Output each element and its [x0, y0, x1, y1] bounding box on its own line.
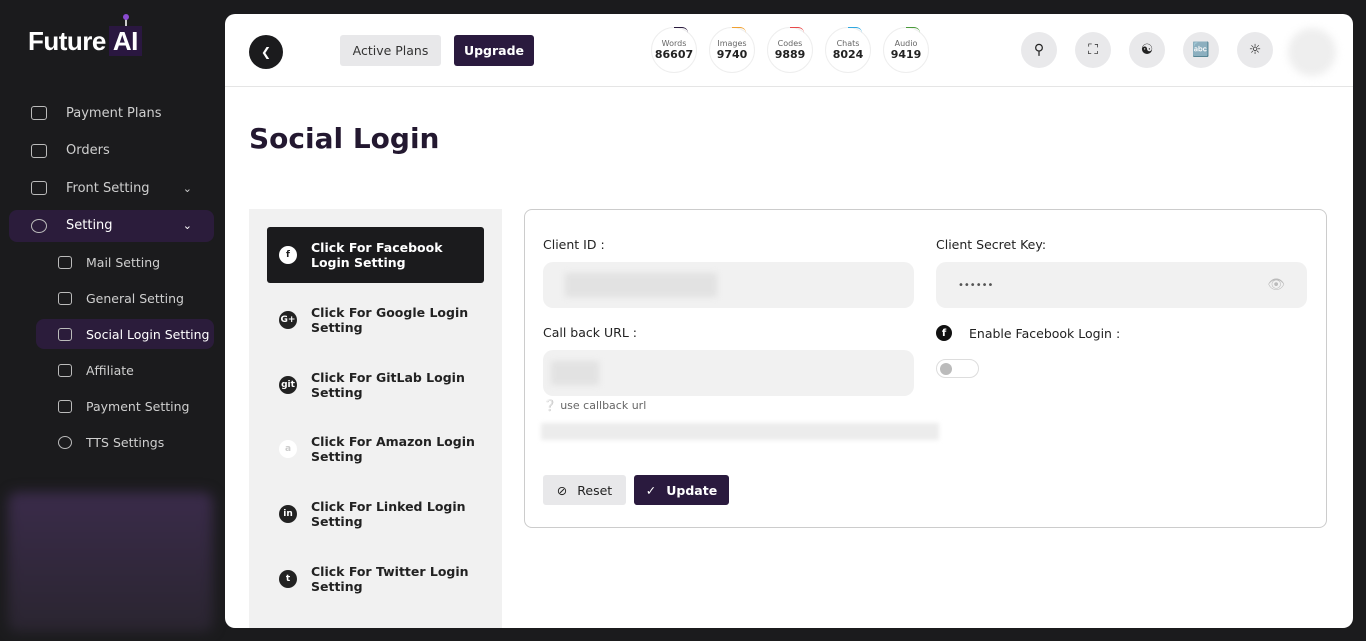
- check-circle-icon: ✓: [645, 482, 657, 498]
- git-icon: git: [279, 376, 297, 394]
- sidebar-item-mail-setting[interactable]: Mail Setting: [9, 247, 214, 277]
- sidebar-item-affiliate[interactable]: Affiliate: [9, 355, 214, 385]
- sidebar-nav: Payment Plans Orders Front Setting ⌄ Sett…: [9, 97, 214, 463]
- blurred-user-card: [8, 492, 213, 632]
- sidebar-item-setting[interactable]: Setting ⌄: [9, 209, 214, 242]
- translate-icon[interactable]: 🔤: [1183, 32, 1219, 68]
- logo[interactable]: Future AI: [28, 26, 142, 57]
- update-button[interactable]: ✓ Update: [634, 475, 729, 505]
- sidebar: Future AI Payment Plans Orders Front Sett…: [0, 0, 225, 641]
- usage-stats: Words 86607 Images 9740 Codes 9889 Chats 802…: [651, 27, 929, 73]
- twitter-icon: t: [279, 570, 297, 588]
- gears-icon: [31, 181, 47, 195]
- sidebar-item-front-setting[interactable]: Front Setting ⌄: [9, 172, 214, 204]
- provider-list: f Click For Facebook Login Setting G+ Clic…: [249, 209, 502, 628]
- client-secret-label: Client Secret Key:: [936, 237, 1047, 252]
- calendar-icon: [31, 106, 47, 120]
- facebook-settings-form: Client ID : Client Secret Key: •••••• 👁 C…: [524, 209, 1327, 528]
- orders-icon: [31, 143, 47, 158]
- option-linkedin[interactable]: in Click For Linked Login Setting: [267, 486, 484, 542]
- option-gitlab[interactable]: git Click For GitLab Login Setting: [267, 357, 484, 413]
- upgrade-button[interactable]: Upgrade: [454, 35, 534, 66]
- sidebar-item-orders[interactable]: Orders: [9, 135, 214, 167]
- ban-icon: ⊘: [556, 482, 568, 498]
- eye-icon[interactable]: 👁: [1267, 277, 1285, 293]
- collapse-sidebar-button[interactable]: ❮: [249, 35, 283, 69]
- sun-icon[interactable]: ☼: [1237, 32, 1273, 68]
- mail-icon: [58, 255, 72, 269]
- sidebar-item-general-setting[interactable]: General Setting: [9, 283, 214, 313]
- network-icon: [58, 363, 72, 377]
- sidebar-item-tts-settings[interactable]: TTS Settings: [9, 427, 214, 457]
- enable-facebook-toggle[interactable]: [936, 359, 979, 378]
- fullscreen-icon[interactable]: ⛶: [1075, 32, 1111, 68]
- sidebar-item-payment-setting[interactable]: Payment Setting: [9, 391, 214, 421]
- stat-codes: Codes 9889: [767, 27, 813, 73]
- document-icon: [58, 327, 72, 341]
- chevron-down-icon: ⌄: [182, 219, 192, 232]
- stat-images: Images 9740: [709, 27, 755, 73]
- amazon-icon: a: [279, 440, 297, 458]
- facebook-icon: f: [279, 246, 297, 264]
- main-panel: ❮ Active Plans Upgrade Words 86607 Images…: [225, 14, 1353, 628]
- question-icon: ❔: [543, 399, 557, 412]
- sidebar-item-social-login-setting[interactable]: Social Login Setting: [36, 319, 214, 349]
- option-facebook[interactable]: f Click For Facebook Login Setting: [267, 227, 484, 283]
- client-secret-input[interactable]: •••••• 👁: [936, 262, 1307, 308]
- topbar: ❮ Active Plans Upgrade Words 86607 Images…: [225, 14, 1353, 87]
- reset-button[interactable]: ⊘ Reset: [543, 475, 626, 505]
- page-title: Social Login: [249, 122, 440, 155]
- option-amazon[interactable]: a Click For Amazon Login Setting: [267, 421, 484, 477]
- gear-icon: [31, 218, 47, 233]
- user-gear-icon: [58, 291, 72, 305]
- currency-icon[interactable]: ☯: [1129, 32, 1165, 68]
- stat-words: Words 86607: [651, 27, 697, 73]
- client-id-input[interactable]: [543, 262, 914, 308]
- linkedin-icon: in: [279, 505, 297, 523]
- avatar[interactable]: [1288, 28, 1336, 76]
- google-plus-icon: G+: [279, 311, 297, 329]
- active-plans-button[interactable]: Active Plans: [340, 35, 441, 66]
- option-twitter[interactable]: t Click For Twitter Login Setting: [267, 551, 484, 607]
- globe-icon: [58, 435, 72, 449]
- option-google[interactable]: G+ Click For Google Login Setting: [279, 305, 469, 335]
- enable-facebook-label: f Enable Facebook Login :: [936, 325, 1120, 341]
- stat-chats: Chats 8024: [825, 27, 871, 73]
- callback-help: ❔ use callback url: [543, 399, 647, 412]
- callback-url-input[interactable]: [543, 350, 914, 396]
- search-icon[interactable]: ⚲: [1021, 32, 1057, 68]
- topbar-icons: ⚲ ⛶ ☯ 🔤 ☼: [1021, 32, 1273, 68]
- blurred-callback-url: [541, 423, 939, 440]
- facebook-icon: f: [936, 325, 952, 341]
- sidebar-item-payment-plans[interactable]: Payment Plans: [9, 97, 214, 129]
- payment-icon: [58, 399, 72, 413]
- callback-url-label: Call back URL :: [543, 325, 637, 340]
- stat-audio: Audio 9419: [883, 27, 929, 73]
- client-id-label: Client ID :: [543, 237, 605, 252]
- chevron-down-icon: ⌄: [182, 181, 192, 195]
